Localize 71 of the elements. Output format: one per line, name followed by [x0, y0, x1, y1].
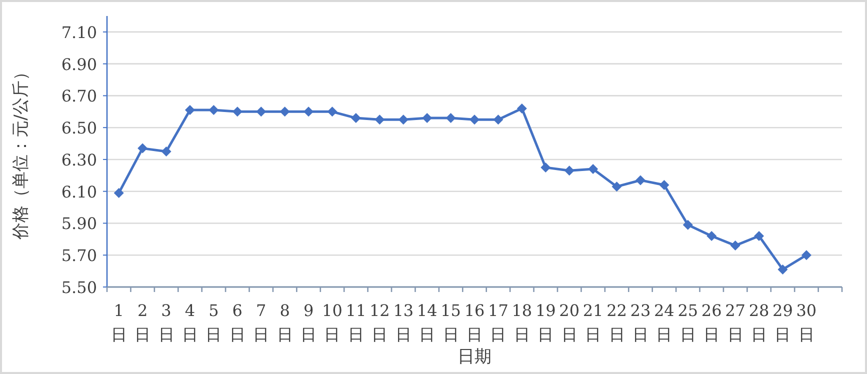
point: [161, 146, 172, 156]
x-tick-label: 17日: [488, 301, 508, 344]
x-tick-label: 20日: [559, 301, 580, 344]
x-tick-label: 28日: [748, 301, 770, 344]
y-tick-label: 6.30: [61, 150, 97, 170]
x-tick-label: 14日: [416, 301, 438, 344]
point: [280, 106, 290, 117]
x-tick-label: 30日: [796, 301, 817, 344]
point: [208, 105, 219, 116]
y-tick-label: 6.90: [61, 54, 97, 74]
y-tick-label: 5.90: [61, 214, 97, 234]
point: [350, 113, 361, 124]
x-tick-label: 15日: [440, 301, 461, 344]
point: [398, 114, 408, 125]
y-tick-label: 6.10: [61, 182, 97, 202]
point: [114, 188, 124, 198]
point: [612, 182, 622, 192]
x-tick-label: 23日: [630, 301, 651, 344]
x-tick-label: 25日: [678, 301, 698, 344]
x-tick-label: 10日: [322, 301, 342, 344]
point: [493, 114, 504, 125]
point: [564, 166, 574, 176]
point: [801, 250, 812, 260]
x-tick-label: 6日: [229, 301, 246, 344]
point: [540, 162, 551, 172]
x-tick-label: 5日: [206, 301, 222, 344]
x-tick-label: 12日: [369, 301, 390, 344]
point: [256, 106, 266, 117]
x-tick-label: 29日: [772, 301, 793, 344]
x-tick-label: 4日: [182, 301, 198, 344]
point: [706, 230, 717, 241]
x-tick-label: 19日: [535, 301, 556, 344]
point: [754, 230, 764, 241]
point: [635, 175, 646, 186]
x-tick-label: 7日: [253, 301, 270, 344]
point: [682, 220, 693, 230]
point: [304, 106, 314, 117]
y-tick-label: 6.50: [61, 118, 97, 138]
point: [184, 105, 195, 116]
point: [516, 103, 527, 114]
x-tick-label: 18日: [512, 301, 532, 344]
x-tick-label: 3日: [158, 301, 174, 344]
point: [778, 264, 788, 274]
x-tick-label: 22日: [606, 301, 627, 344]
y-tick-label: 5.70: [61, 246, 97, 266]
x-tick-label: 24日: [654, 301, 674, 344]
point: [327, 106, 338, 117]
point: [470, 114, 480, 125]
x-tick-label: 8日: [276, 301, 293, 344]
x-tick-label: 16日: [464, 301, 485, 344]
point: [422, 113, 432, 124]
y-tick-label: 6.70: [61, 86, 97, 106]
point: [138, 143, 148, 154]
point: [730, 240, 740, 251]
point: [659, 180, 670, 190]
x-tick-label: 11日: [346, 301, 366, 344]
x-tick-label: 2日: [134, 301, 151, 344]
point: [232, 106, 242, 117]
x-tick-label: 1日: [110, 301, 127, 344]
x-axis-title: 日期: [458, 347, 492, 367]
y-tick-label: 5.50: [61, 278, 97, 297]
point: [374, 114, 385, 125]
x-tick-label: 26日: [701, 301, 722, 344]
x-tick-label: 21日: [582, 301, 604, 344]
y-axis-title: 价格（单位：元/公斤）: [11, 64, 31, 240]
x-tick-label: 27日: [725, 301, 746, 344]
x-tick-label: 13日: [393, 301, 414, 344]
point: [446, 113, 456, 124]
point: [588, 164, 598, 174]
x-tick-label: 9日: [300, 301, 317, 344]
y-tick-label: 7.10: [61, 22, 97, 42]
